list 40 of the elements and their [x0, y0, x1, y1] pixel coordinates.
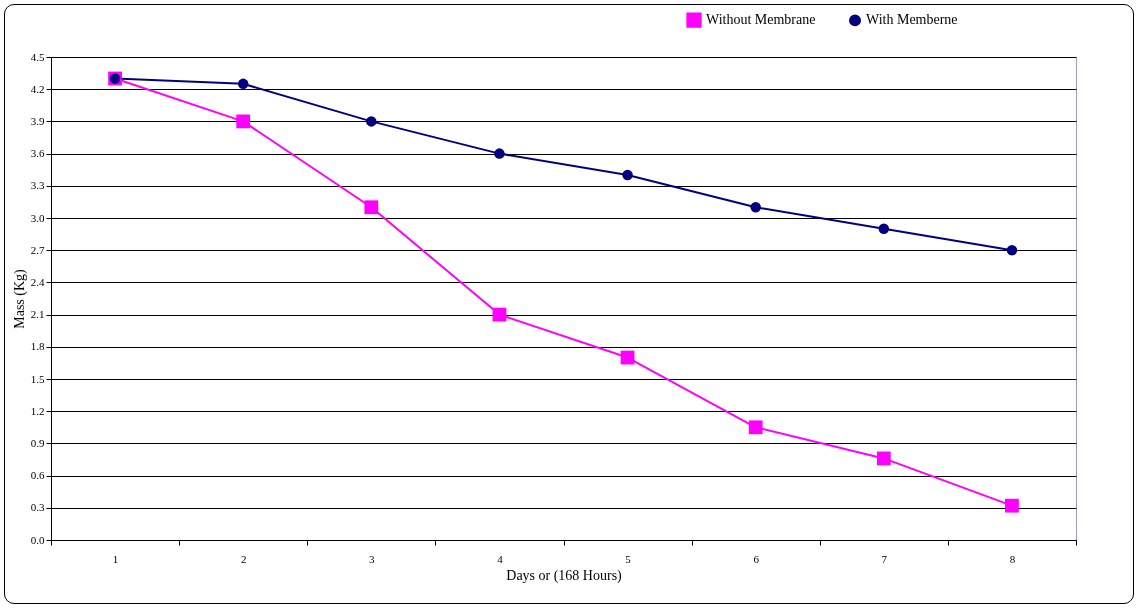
point: [748, 420, 763, 435]
y-tick-label: 0.3: [30, 501, 45, 514]
point: [622, 169, 633, 181]
y-tick-label: 1.2: [30, 404, 45, 417]
point: [876, 451, 891, 466]
x-tick-label: 1: [112, 552, 119, 565]
y-tick-label: 4.5: [30, 50, 45, 63]
legend-label: Without Membrane: [706, 12, 816, 28]
y-tick-label: 1.8: [30, 340, 45, 353]
y-tick-label: 1.5: [30, 372, 45, 385]
y-tick-label: 3.6: [30, 147, 45, 160]
y-tick-label: 3.3: [30, 179, 45, 192]
point: [1005, 498, 1019, 513]
point: [750, 202, 761, 213]
y-tick-label: 0.0: [30, 533, 45, 546]
x-tick-label: 2: [240, 552, 247, 565]
x-tick-label: 6: [753, 552, 760, 565]
point: [366, 116, 377, 127]
y-tick-label: 3.0: [30, 211, 45, 224]
point: [878, 223, 890, 234]
y-tick-label: 2.1: [30, 308, 45, 321]
x-tick-label: 8: [1009, 552, 1016, 565]
x-tick-label: 7: [881, 552, 888, 565]
x-tick-label: 5: [625, 552, 632, 565]
point: [236, 114, 251, 129]
y-tick-label: 2.7: [30, 243, 45, 256]
x-tick-label: 4: [497, 552, 504, 565]
point: [364, 200, 379, 215]
x-axis-title: Days or (168 Hours): [506, 567, 623, 584]
y-tick-label: 3.9: [30, 114, 45, 127]
y-axis-title: Mass (Kg): [11, 268, 28, 329]
y-tick-label: 0.6: [30, 469, 45, 482]
y-tick-label: 2.4: [30, 275, 45, 288]
legend-label: With Memberne: [866, 12, 958, 28]
x-tick-label: 3: [369, 552, 376, 565]
y-tick-label: 0.9: [30, 436, 45, 449]
point: [237, 78, 249, 90]
point: [1006, 244, 1018, 256]
point: [494, 148, 505, 159]
y-tick-label: 4.2: [30, 82, 45, 95]
